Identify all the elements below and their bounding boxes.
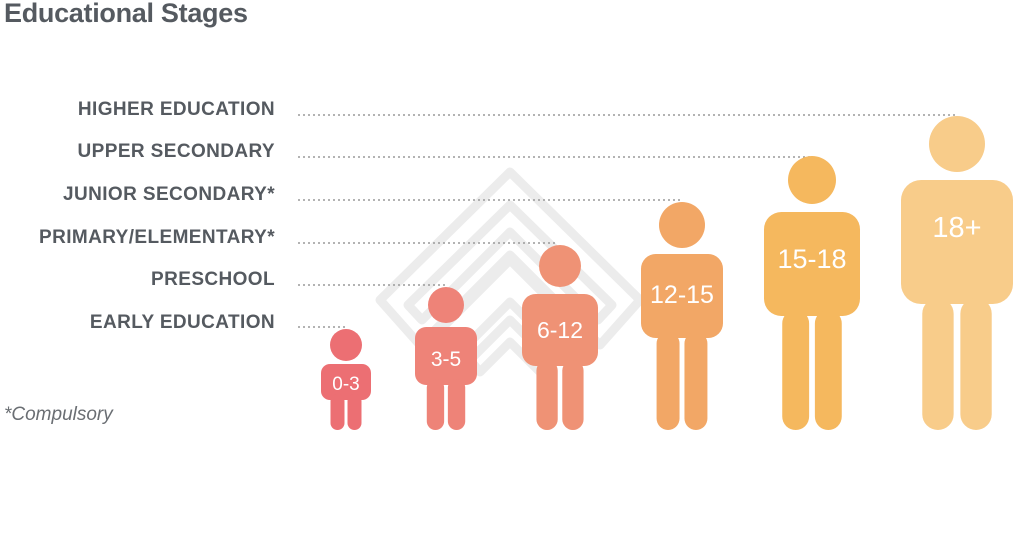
figure-left-leg-higher-education — [922, 298, 954, 430]
figure-left-leg-primary-elementary — [536, 360, 558, 430]
person-figure-primary-elementary: 6-12 — [522, 245, 598, 430]
figure-head-higher-education — [929, 116, 985, 172]
age-label-higher-education: 18+ — [932, 212, 981, 244]
diagram-title: Educational Stages — [4, 0, 248, 28]
leader-lines — [298, 114, 957, 328]
figure-left-leg-junior-secondary — [656, 332, 680, 430]
figure-body-preschool — [415, 327, 477, 385]
figure-right-leg-junior-secondary — [684, 332, 708, 430]
figure-right-leg-preschool — [447, 379, 466, 430]
stage-label-early-education: EARLY EDUCATION — [89, 312, 275, 333]
figure-head-early-education — [330, 329, 362, 361]
age-label-junior-secondary: 12-15 — [650, 281, 714, 309]
figure-head-junior-secondary — [659, 202, 705, 248]
age-label-early-education: 0-3 — [332, 374, 359, 395]
age-label-preschool: 3-5 — [431, 348, 461, 371]
figure-right-leg-early-education — [347, 394, 362, 430]
figure-body-early-education — [321, 364, 371, 400]
stage-label-primary-elementary: PRIMARY/ELEMENTARY* — [39, 227, 275, 248]
person-figure-preschool: 3-5 — [415, 287, 477, 430]
stage-label-higher-education: HIGHER EDUCATION — [77, 99, 275, 120]
figure-head-preschool — [428, 287, 464, 323]
figure-right-leg-higher-education — [960, 298, 992, 430]
person-figure-upper-secondary: 15-18 — [764, 156, 860, 430]
figure-head-upper-secondary — [788, 156, 836, 204]
figure-body-higher-education — [901, 180, 1013, 304]
stage-label-junior-secondary: JUNIOR SECONDARY* — [63, 184, 275, 205]
figure-right-leg-primary-elementary — [562, 360, 584, 430]
stage-label-preschool: PRESCHOOL — [151, 269, 275, 290]
stage-label-upper-secondary: UPPER SECONDARY — [77, 141, 275, 162]
figure-right-leg-upper-secondary — [814, 310, 842, 430]
figure-body-junior-secondary — [641, 254, 723, 338]
person-figure-higher-education: 18+ — [901, 116, 1013, 430]
figure-left-leg-upper-secondary — [782, 310, 810, 430]
compulsory-footnote: *Compulsory — [4, 404, 113, 425]
age-label-upper-secondary: 15-18 — [777, 244, 846, 274]
figure-body-upper-secondary — [764, 212, 860, 316]
person-figure-early-education: 0-3 — [321, 329, 371, 430]
figure-left-leg-early-education — [330, 394, 345, 430]
figure-head-primary-elementary — [539, 245, 581, 287]
person-figure-junior-secondary: 12-15 — [641, 202, 723, 430]
figure-left-leg-preschool — [426, 379, 445, 430]
age-label-primary-elementary: 6-12 — [537, 317, 583, 343]
figure-body-primary-elementary — [522, 294, 598, 366]
